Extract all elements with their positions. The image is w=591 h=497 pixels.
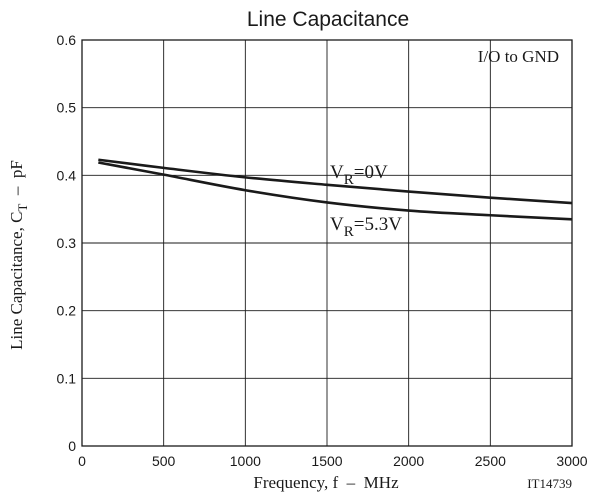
y-tick-label: 0.4	[57, 167, 77, 183]
series-label-1: VR=5.3V	[330, 214, 402, 240]
y-tick-label: 0.3	[57, 235, 77, 251]
y-axis-label-suffix: – pF	[7, 160, 26, 203]
annotation-io-to-gnd: I/O to GND	[478, 47, 559, 66]
series-lines	[98, 158, 573, 221]
y-axis-label: Line Capacitance, CT – pF	[7, 160, 30, 350]
x-tick-label: 500	[152, 453, 176, 469]
x-tick-label: 1000	[230, 453, 261, 469]
y-tick-label: 0.2	[57, 303, 77, 319]
y-tick-label: 0.5	[57, 100, 77, 116]
y-tick-label: 0	[68, 438, 76, 454]
x-tick-label: 1500	[311, 453, 342, 469]
x-tick-labels: 0 500 1000 1500 2000 2500 3000	[78, 453, 588, 469]
y-tick-label: 0.1	[57, 370, 77, 386]
y-axis-label-subscript: T	[15, 204, 30, 212]
series-labels: VR=0V VR=5.3V	[330, 162, 402, 240]
x-axis-label: Frequency, f – MHz	[253, 473, 399, 492]
series-label-0: VR=0V	[330, 162, 388, 188]
figure-id: IT14739	[527, 476, 572, 491]
series-line-0	[98, 158, 573, 205]
x-tick-label: 2500	[475, 453, 506, 469]
x-tick-label: 3000	[556, 453, 587, 469]
series-line-1	[98, 161, 573, 221]
chart-title: Line Capacitance	[247, 8, 409, 31]
x-tick-label: 2000	[393, 453, 424, 469]
y-axis-label-prefix: Line Capacitance, C	[7, 212, 26, 350]
grid	[81, 39, 573, 447]
y-tick-labels: 0 0.1 0.2 0.3 0.4 0.5 0.6	[57, 32, 77, 454]
x-tick-label: 0	[78, 453, 86, 469]
y-tick-label: 0.6	[57, 32, 77, 48]
plot-frame	[81, 39, 573, 447]
